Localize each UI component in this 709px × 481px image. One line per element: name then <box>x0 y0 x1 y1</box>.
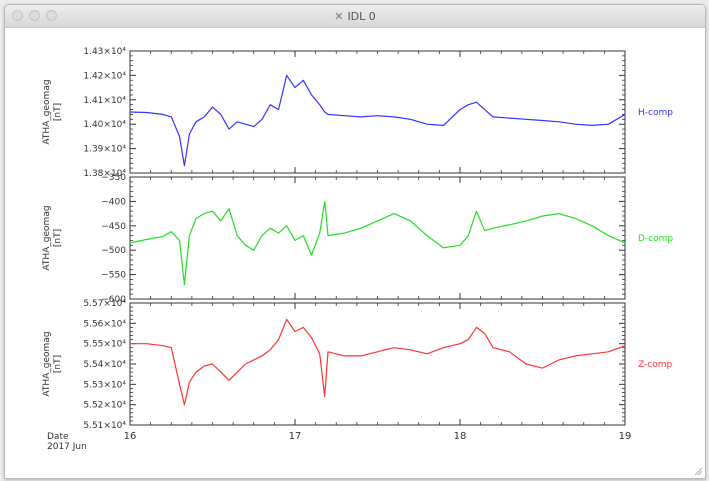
y-axis-label: ATHA_geomag <box>42 205 52 270</box>
magnetometer-plot: 1.38×10⁴ 1.39×10⁴ 1.40×10⁴ 1.41×10⁴ 1.42×10⁴… <box>42 47 673 452</box>
x-tick-label: 19 <box>619 431 632 442</box>
y-axis-label: ATHA_geomag <box>42 79 52 144</box>
minimize-window-button[interactable] <box>29 10 40 21</box>
x11-icon: ✕ <box>334 9 344 23</box>
legend-label-h-comp: H-comp <box>638 108 673 118</box>
y-tick-label: −450 <box>101 222 126 232</box>
y-tick-label: 1.41×10⁴ <box>83 96 126 106</box>
y-tick-label: −400 <box>101 197 126 207</box>
y-tick-label: −500 <box>101 246 126 256</box>
x-tick-label: 16 <box>124 431 137 442</box>
panel-frame-d-comp <box>129 176 626 300</box>
window-title: IDL 0 <box>347 9 376 23</box>
title-bar: ✕ IDL 0 <box>5 5 705 28</box>
y-tick-label: 1.39×10⁴ <box>83 145 126 155</box>
y-tick-label: 1.38×10⁴ <box>83 169 126 179</box>
y-tick-label: −600 <box>101 295 126 305</box>
series-line-h-comp <box>129 74 626 167</box>
y-tick-label: 1.42×10⁴ <box>83 71 126 81</box>
y-tick-label: −550 <box>101 271 126 281</box>
y-tick-label: 5.53×10⁴ <box>83 380 126 390</box>
series-line-z-comp <box>130 318 626 406</box>
zoom-window-button[interactable] <box>46 10 57 21</box>
y-axis-label: ATHA_geomag <box>42 331 52 396</box>
x-tick-label: 18 <box>454 431 467 442</box>
y-tick-label: −350 <box>101 173 126 183</box>
y-tick-label: 5.57×10⁴ <box>83 299 126 309</box>
legend-label-z-comp: Z-comp <box>638 360 672 370</box>
idl-window: ✕ IDL 0 1.38×10⁴ 1.39×10⁴ 1.40×10⁴ 1.41×10⁴… <box>4 4 706 479</box>
resize-grip-icon[interactable] <box>693 466 703 476</box>
y-tick-label: 5.51×10⁴ <box>83 421 126 431</box>
y-axis-unit: [nT] <box>53 229 63 247</box>
x-axis-label-date: Date <box>47 432 69 442</box>
legend-label-d-comp: D-comp <box>638 234 673 244</box>
y-tick-label: 5.56×10⁴ <box>83 319 126 329</box>
x-axis-label-month: 2017 Jun <box>47 442 87 452</box>
y-tick-label: 1.40×10⁴ <box>83 120 126 130</box>
close-window-button[interactable] <box>12 10 23 21</box>
y-tick-label: 1.43×10⁴ <box>83 47 126 57</box>
y-tick-label: 5.54×10⁴ <box>83 360 126 370</box>
x-tick-label: 17 <box>289 431 302 442</box>
y-tick-label: 5.55×10⁴ <box>83 340 126 350</box>
y-tick-label: 5.52×10⁴ <box>83 401 126 411</box>
title-group: ✕ IDL 0 <box>5 5 705 27</box>
panel-frame-h-comp <box>129 50 626 174</box>
y-axis-unit: [nT] <box>53 103 63 121</box>
y-axis-unit: [nT] <box>53 355 63 373</box>
series-line-d-comp <box>129 200 626 285</box>
